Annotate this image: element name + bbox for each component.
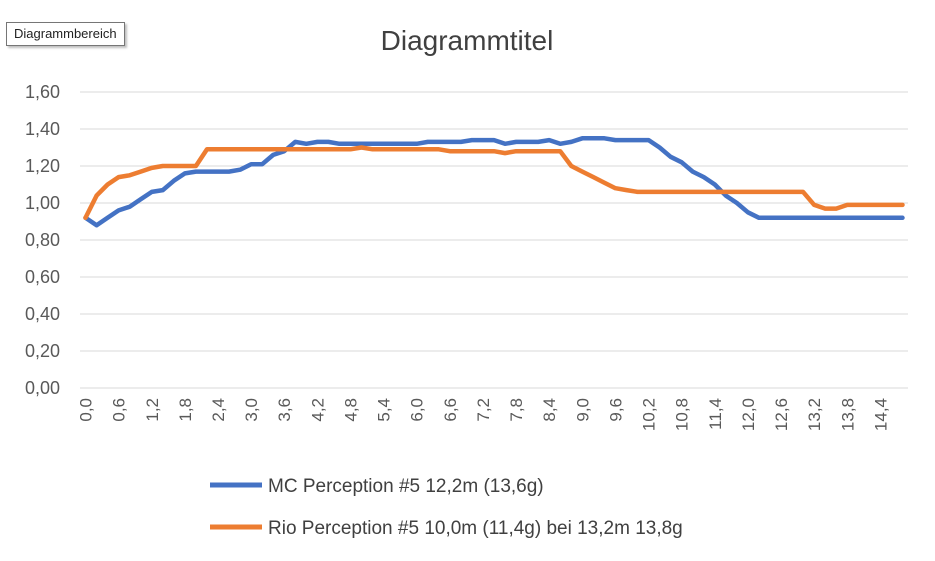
y-tick-label: 1,60	[25, 82, 60, 102]
y-tick-label: 0,60	[25, 267, 60, 287]
series-line-rio-perception[interactable]	[83, 145, 905, 221]
x-tick-label: 4,8	[341, 398, 360, 422]
chart-area-tooltip: Diagrammbereich	[6, 22, 125, 46]
x-tick-label: 13,2	[805, 398, 824, 431]
x-tick-label: 0,0	[77, 398, 96, 422]
x-tick-label: 11,4	[706, 398, 725, 430]
x-tick-label: 7,8	[507, 398, 526, 422]
x-tick-label: 0,6	[110, 398, 129, 422]
x-tick-label: 4,2	[308, 398, 327, 422]
x-tick-label: 8,4	[540, 398, 559, 422]
x-axis-ticks: 0,0 0,6 1,2 1,8 2,4 3,0 3,6 4,2 4,8 5,4 6,0 6,6 7,2 7…	[77, 398, 891, 431]
series-line-mc-perception[interactable]	[83, 136, 905, 228]
x-tick-label: 6,0	[408, 398, 427, 422]
x-tick-label: 9,0	[573, 398, 592, 422]
y-tick-label: 1,40	[25, 119, 60, 139]
y-tick-label: 1,00	[25, 193, 60, 213]
y-axis-ticks: 0,00 0,20 0,40 0,60 0,80 1,00 1,20 1,40 1,60	[25, 82, 60, 398]
x-tick-label: 7,2	[474, 398, 493, 422]
x-tick-label: 1,8	[176, 398, 195, 422]
gridlines	[80, 91, 908, 352]
legend[interactable]: MC Perception #5 12,2m (13,6g) Rio Perce…	[210, 476, 683, 539]
x-tick-label: 10,2	[640, 398, 659, 431]
y-tick-label: 0,40	[25, 304, 60, 324]
x-tick-label: 12,0	[739, 398, 758, 431]
y-tick-label: 0,80	[25, 230, 60, 250]
x-tick-label: 12,6	[772, 398, 791, 431]
y-tick-label: 1,20	[25, 156, 60, 176]
x-tick-label: 9,6	[606, 398, 625, 422]
x-tick-label: 13,8	[838, 398, 857, 431]
x-tick-label: 10,8	[673, 398, 692, 431]
y-tick-label: 0,20	[25, 341, 60, 361]
y-tick-label: 0,00	[25, 378, 60, 398]
series-lines	[83, 136, 905, 228]
x-tick-label: 5,4	[375, 398, 394, 422]
x-tick-label: 1,2	[143, 398, 162, 422]
x-tick-label: 3,0	[242, 398, 261, 422]
legend-label-mc: MC Perception #5 12,2m (13,6g)	[268, 476, 544, 497]
x-tick-label: 14,4	[871, 398, 890, 431]
x-tick-label: 6,6	[441, 398, 460, 422]
legend-label-rio: Rio Perception #5 10,0m (11,4g) bei 13,2…	[268, 518, 683, 539]
x-tick-label: 2,4	[209, 398, 228, 422]
x-tick-label: 3,6	[275, 398, 294, 422]
chart-title: Diagrammtitel	[381, 25, 554, 56]
